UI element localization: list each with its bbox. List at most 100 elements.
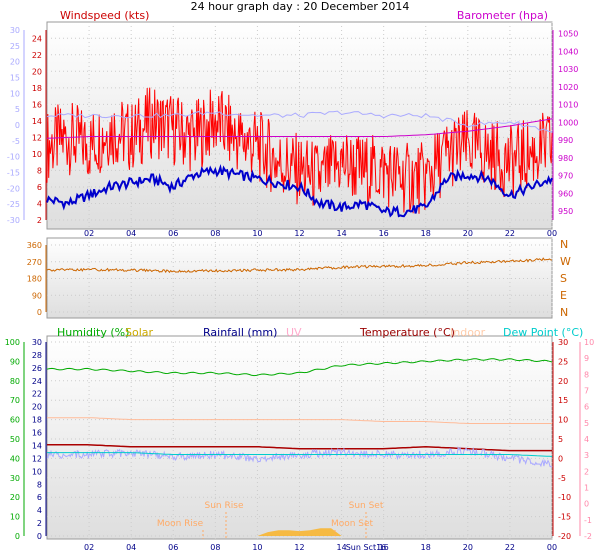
wind-series-outer (46, 110, 553, 133)
wind-y-tick: 22 (32, 51, 42, 60)
rain-y-tick: 4 (37, 506, 42, 515)
outer-y-tick: 0 (15, 121, 20, 130)
humidity-y-tick: 70 (10, 396, 20, 405)
humidity-y-tick: 0 (15, 532, 20, 541)
climate-x-tick: 00 (547, 543, 557, 552)
dir-y-tick: 180 (27, 275, 42, 284)
uv-y-tick: 2 (584, 467, 589, 476)
legend-item: Humidity (%) (57, 326, 129, 339)
wind-x-tick: 02 (84, 229, 94, 238)
outer-y-tick: -5 (12, 137, 20, 146)
uv-y-tick: 5 (584, 419, 589, 428)
wind-y-tick: 6 (37, 183, 42, 192)
temp-y-tick: -10 (558, 493, 571, 502)
legend-item: Indoor (450, 326, 486, 339)
wind-y-tick: 16 (32, 100, 42, 109)
compass-tick: N (560, 238, 568, 251)
humidity-y-tick: 100 (5, 338, 20, 347)
wind-y-tick: 4 (37, 199, 42, 208)
outer-y-tick: 10 (10, 89, 20, 98)
wind-x-tick: 20 (463, 229, 473, 238)
chart-title: 24 hour graph day : 20 December 2014 (191, 0, 410, 13)
temp-y-tick: 20 (558, 377, 568, 386)
baro-y-tick: 1030 (558, 65, 578, 74)
uv-y-tick: 3 (584, 451, 589, 460)
wind-series-average (46, 164, 553, 218)
climate-x-tick: 16 (379, 543, 389, 552)
climate-x-tick: 10 (252, 543, 262, 552)
rain-y-tick: 16 (32, 429, 42, 438)
rain-y-tick: 20 (32, 403, 42, 412)
baro-y-tick: 1000 (558, 118, 578, 127)
uv-y-tick: 4 (584, 435, 589, 444)
humidity-y-tick: 80 (10, 377, 20, 386)
rain-y-tick: 28 (32, 351, 42, 360)
outer-y-tick: -20 (7, 184, 20, 193)
temp-y-tick: -20 (558, 532, 571, 541)
rain-y-tick: 0 (37, 532, 42, 541)
climate-x-tick: 22 (505, 543, 515, 552)
baro-y-tick: 970 (558, 172, 573, 181)
baro-y-tick: 1010 (558, 101, 578, 110)
legend-item: Temperature (°C) (359, 326, 455, 339)
uv-y-tick: 1 (584, 484, 589, 493)
dir-y-tick: 0 (37, 308, 42, 317)
dir-y-tick: 90 (32, 291, 42, 300)
wind-y-tick: 12 (32, 133, 42, 142)
rain-y-tick: 2 (37, 519, 42, 528)
uv-y-tick: 6 (584, 403, 589, 412)
outer-y-tick: -30 (7, 216, 20, 225)
wind-y-tick: 2 (37, 216, 42, 225)
rain-y-tick: 12 (32, 454, 42, 463)
temp-y-tick: 30 (558, 338, 568, 347)
wind-y-tick: 24 (32, 34, 42, 43)
compass-tick: W (560, 255, 571, 268)
wind-series-barometer (46, 118, 553, 139)
baro-y-tick: 1020 (558, 83, 578, 92)
wind-x-tick: 10 (252, 229, 262, 238)
outer-y-tick: 5 (15, 105, 20, 114)
baro-axis-title: Barometer (hpa) (457, 9, 548, 22)
outer-y-tick: -15 (7, 169, 20, 178)
wind-y-tick: 10 (32, 150, 42, 159)
sunset-label: Sun Set (349, 501, 384, 511)
baro-y-tick: 1050 (558, 30, 578, 39)
legend-item: UV (286, 326, 302, 339)
outer-y-tick: 20 (10, 58, 20, 67)
rain-y-tick: 6 (37, 493, 42, 502)
humidity-y-tick: 50 (10, 435, 20, 444)
uv-y-tick: -2 (584, 532, 592, 541)
sunrise-label: Sun Rise (205, 501, 244, 511)
temp-y-tick: -15 (558, 513, 571, 522)
moonset-label: Moon Set (331, 519, 374, 529)
rain-y-tick: 24 (32, 377, 42, 386)
outer-y-tick: 30 (10, 26, 20, 35)
temp-y-tick: 10 (558, 416, 568, 425)
humidity-y-tick: 90 (10, 357, 20, 366)
climate-series-temperature (47, 444, 552, 452)
climate-x-tick: 06 (168, 543, 178, 552)
sunset-day-label: Sun Sct16 (346, 543, 387, 552)
wind-y-tick: 20 (32, 67, 42, 76)
temp-y-tick: 5 (558, 435, 563, 444)
wind-x-tick: 22 (505, 229, 515, 238)
wind-y-tick: 8 (37, 166, 42, 175)
rain-y-tick: 10 (32, 467, 42, 476)
baro-y-tick: 990 (558, 136, 573, 145)
wind-x-tick: 16 (379, 229, 389, 238)
wind-x-tick: 00 (547, 229, 557, 238)
baro-y-tick: 950 (558, 207, 573, 216)
uv-y-tick: 9 (584, 354, 589, 363)
wind-x-tick: 18 (421, 229, 431, 238)
rain-y-tick: 22 (32, 390, 42, 399)
outer-y-tick: -10 (7, 153, 20, 162)
baro-y-tick: 1040 (558, 47, 578, 56)
wind-axis-title: Windspeed (kts) (60, 9, 149, 22)
baro-y-tick: 960 (558, 189, 573, 198)
compass-tick: E (560, 289, 567, 302)
outer-y-tick: 15 (10, 74, 20, 83)
rain-y-tick: 8 (37, 480, 42, 489)
wind-x-tick: 06 (168, 229, 178, 238)
humidity-y-tick: 40 (10, 454, 20, 463)
